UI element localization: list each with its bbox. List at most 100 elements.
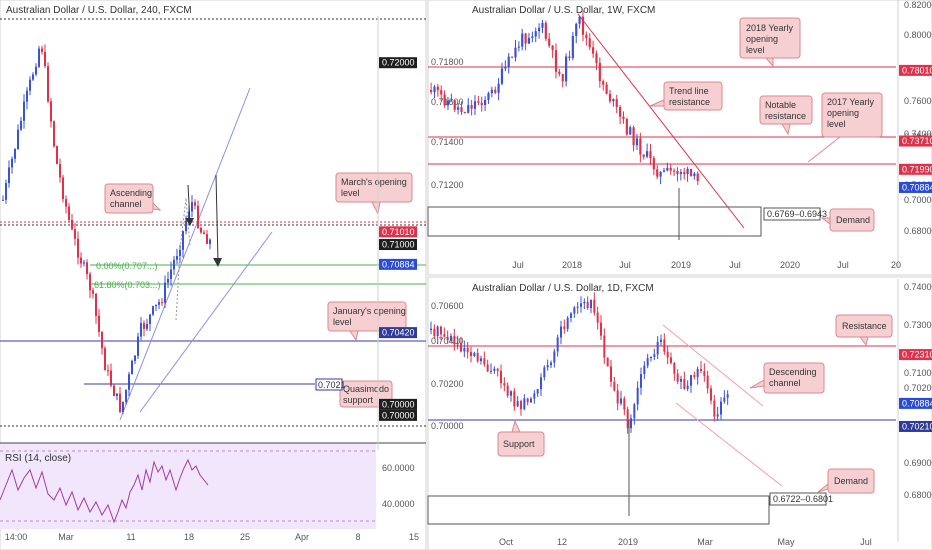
candle-body <box>656 341 659 355</box>
price-tag-label: 0.70884 <box>902 182 932 192</box>
candle-body <box>576 306 579 308</box>
callout-notable-resistance: Notable resistance <box>759 95 813 136</box>
y-tick-label: 0.70000 <box>431 421 464 431</box>
candle-body <box>686 385 689 389</box>
h4-candles <box>2 44 211 415</box>
candle-body <box>77 238 79 258</box>
candle-body <box>430 328 432 330</box>
candle-body <box>170 269 172 279</box>
trend-line-resistance <box>577 13 745 229</box>
candle-body <box>490 370 492 372</box>
candle-body <box>164 282 166 303</box>
x-tick-label: Mar <box>58 532 74 542</box>
candle-body <box>116 393 118 396</box>
candle-body <box>29 79 31 91</box>
daily-time-axis: Oct 12 2019 Mar May Jul <box>499 537 872 547</box>
price-tag-label: 0.70000 <box>382 399 415 409</box>
panel-h4: Australian Dollar / U.S. Dollar, 240, FX… <box>0 5 464 542</box>
candle-body <box>137 336 139 356</box>
candle-body <box>666 167 669 171</box>
candle-body <box>544 22 547 39</box>
candle-body <box>65 199 67 207</box>
candle-body <box>493 368 496 371</box>
candle-body <box>646 358 649 366</box>
callout-ascending-channel-text: Ascending channel <box>110 188 152 209</box>
candle-body <box>480 358 482 362</box>
callout-descending-channel: Descending channel <box>749 362 825 394</box>
candle-body <box>726 394 729 398</box>
callout-demand-weekly-text: Demand <box>836 215 870 225</box>
x-tick-label: 20 <box>891 260 901 270</box>
desc-channel-upper <box>662 324 764 407</box>
callout-quasimodo-text: Quasimodo support <box>343 384 389 405</box>
candle-body <box>596 312 599 323</box>
price-tag <box>899 420 932 432</box>
candle-body <box>630 418 632 429</box>
candle-body <box>463 347 466 352</box>
candle-body <box>603 335 606 358</box>
candle-body <box>446 100 450 106</box>
rsi-tick-40: 40.0000 <box>382 499 415 509</box>
candle-body <box>155 304 157 307</box>
candle-body <box>457 107 460 110</box>
candle-body <box>626 409 629 429</box>
candle-body <box>590 299 592 309</box>
candle-body <box>556 337 559 352</box>
y-tick-label: 0.71400 <box>431 137 464 147</box>
candle-body <box>47 66 49 102</box>
candle-body <box>504 66 507 69</box>
callout-2018-yearly-text: 2018 Yearly opening level <box>746 23 794 55</box>
daily-candles <box>430 292 729 434</box>
candle-body <box>5 183 7 200</box>
candle-body <box>98 315 100 333</box>
candle-body <box>606 357 609 367</box>
candle-body <box>568 56 571 59</box>
candle-body <box>433 328 436 337</box>
callout-descending-channel-text: Descending channel <box>769 367 817 388</box>
candle-body <box>534 31 537 37</box>
candle-body <box>583 301 586 304</box>
candle-body <box>200 227 202 233</box>
candle-body <box>477 101 480 103</box>
candle-body <box>593 299 596 313</box>
callout-support: Support <box>497 419 545 457</box>
candle-body <box>26 90 28 102</box>
candle-body <box>575 23 578 36</box>
candle-body <box>605 84 608 94</box>
candle-body <box>523 398 526 410</box>
candle-body <box>659 171 662 177</box>
candle-body <box>713 400 716 417</box>
candle-body <box>11 158 13 168</box>
candle-body <box>527 37 531 44</box>
x-tick-label: 14:00 <box>5 532 28 542</box>
price-tag <box>379 409 417 421</box>
candle-body <box>546 365 549 368</box>
candle-body <box>660 339 662 342</box>
candle-body <box>635 138 639 146</box>
candle-body <box>670 357 672 363</box>
x-tick-label: 2019 <box>618 537 638 547</box>
candle-body <box>585 34 588 39</box>
price-tag <box>379 398 417 410</box>
x-tick-label: 2019 <box>671 260 691 270</box>
candle-body <box>619 106 622 117</box>
candle-body <box>566 317 569 329</box>
candle-body <box>536 389 539 394</box>
candle-body <box>443 94 446 106</box>
candle-body <box>467 105 470 113</box>
candle-body <box>44 51 46 67</box>
price-tag <box>379 226 417 238</box>
candle-body <box>521 33 524 47</box>
candle-body <box>629 127 632 135</box>
candle-body <box>433 86 436 93</box>
callout-trend-line: Trend line resistance <box>649 81 723 111</box>
candle-body <box>494 89 497 93</box>
callout-january-opening: January's opening level <box>327 301 407 342</box>
box-demand-range-daily-label: 0.6722–0.6801 <box>773 494 833 504</box>
callout-2017-yearly: 2017 Yearly opening level <box>807 92 883 163</box>
candle-body <box>143 323 145 329</box>
candle-body <box>642 154 645 157</box>
y-tick-label: 0.70600 <box>431 301 464 311</box>
